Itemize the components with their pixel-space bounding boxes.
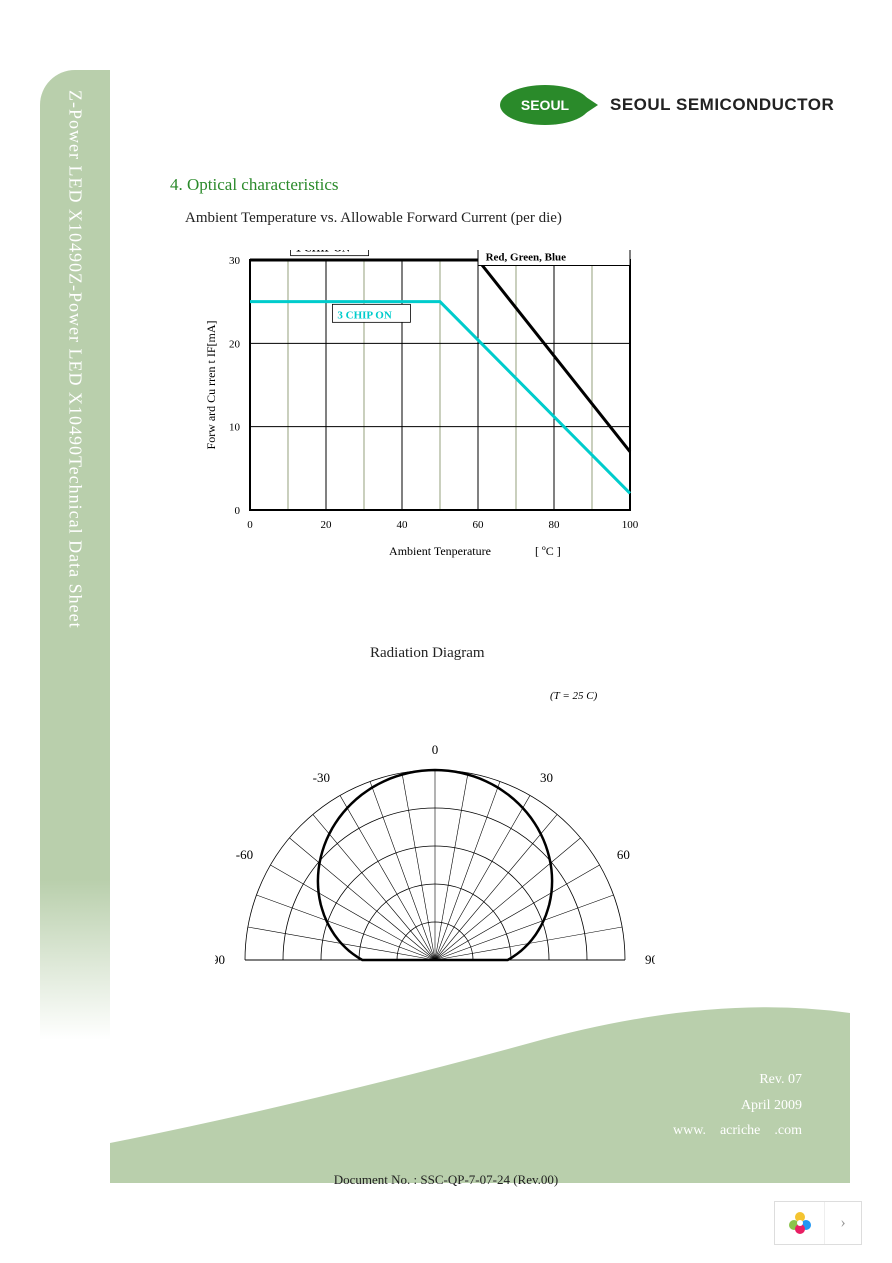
chart1-title: Ambient Temperature vs. Allowable Forwar…: [185, 210, 562, 227]
flower-icon[interactable]: [775, 1202, 825, 1244]
svg-text:0: 0: [235, 505, 241, 517]
svg-text:20: 20: [321, 519, 333, 531]
footer-text: Rev. 07 April 2009 www. acriche .com: [673, 1067, 802, 1143]
svg-text:3 CHIP ON: 3 CHIP ON: [337, 309, 391, 321]
brand-text: SEOUL SEMICONDUCTOR: [610, 95, 834, 115]
svg-text:1 CHIP ON: 1 CHIP ON: [296, 250, 350, 255]
svg-text:30: 30: [540, 770, 553, 785]
svg-text:30: 30: [229, 255, 241, 267]
svg-text:60: 60: [473, 519, 485, 531]
document-number: Document No. : SSC-QP-7-07-24 (Rev.00): [0, 1172, 892, 1188]
svg-text:0: 0: [432, 742, 439, 757]
sidebar-fade: [40, 880, 110, 1040]
chart-radiation-diagram: -90 -60 -30 0 30 60 90: [215, 710, 655, 990]
footer-url: www. acriche .com: [673, 1118, 802, 1143]
svg-text:Forw ard Cu rren t IF[mA]: Forw ard Cu rren t IF[mA]: [204, 321, 218, 450]
svg-text:10: 10: [229, 422, 241, 434]
svg-text:-30: -30: [313, 770, 330, 785]
chart-temp-vs-current: 0 20 40 60 80 100 0 10 20 30 1 CHIP ON 3 CHIP ON Red…: [200, 250, 660, 570]
footer-rev: Rev. 07: [673, 1067, 802, 1092]
svg-text:80: 80: [549, 519, 561, 531]
footer-date: April 2009: [673, 1093, 802, 1118]
section-title: 4. Optical characteristics: [170, 175, 339, 195]
svg-text:-60: -60: [236, 847, 253, 862]
header: SEOUL SEOUL SEMICONDUCTOR: [500, 85, 834, 125]
svg-text:-90: -90: [215, 952, 225, 967]
chart2-title: Radiation Diagram: [370, 645, 485, 662]
svg-text:60: 60: [617, 847, 630, 862]
chart2-condition: (T = 25 C): [550, 690, 597, 702]
svg-text:Ambient Tenperature: Ambient Tenperature: [389, 544, 491, 558]
svg-text:0: 0: [247, 519, 253, 531]
seoul-logo: SEOUL: [500, 85, 590, 125]
svg-text:[ ºC ]: [ ºC ]: [535, 544, 561, 558]
svg-text:20: 20: [229, 338, 241, 350]
sidebar-title: Z-Power LED X10490Z-Power LED X10490Tech…: [65, 90, 86, 629]
nav-widget[interactable]: ›: [774, 1201, 862, 1245]
next-arrow-icon[interactable]: ›: [825, 1202, 861, 1244]
svg-text:90: 90: [645, 952, 655, 967]
svg-text:40: 40: [397, 519, 409, 531]
svg-text:Red, Green, Blue: Red, Green, Blue: [486, 252, 567, 264]
logo-text: SEOUL: [521, 97, 569, 113]
sidebar: Z-Power LED X10490Z-Power LED X10490Tech…: [40, 70, 110, 890]
svg-text:100: 100: [622, 519, 639, 531]
